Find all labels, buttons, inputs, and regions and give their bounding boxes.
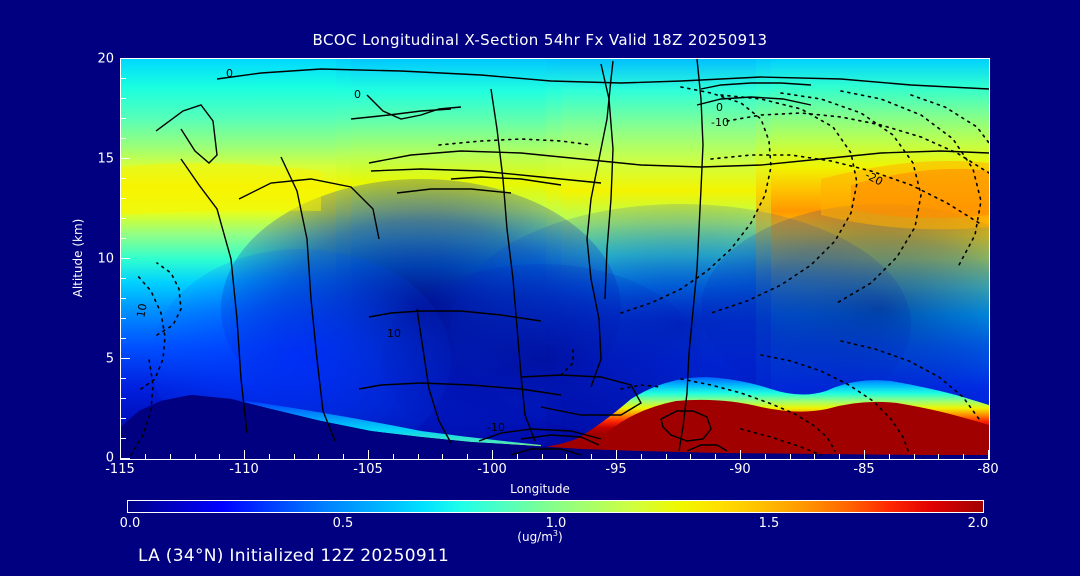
x-minor-tick — [269, 454, 270, 459]
x-axis-tick--80: -80 — [977, 462, 999, 477]
x-minor-tick — [641, 454, 642, 459]
x-minor-tick — [418, 454, 419, 459]
y-major-tick — [121, 258, 130, 259]
x-major-tick — [616, 450, 617, 459]
x-minor-tick — [715, 454, 716, 459]
x-axis-tick--110: -110 — [229, 462, 259, 477]
x-axis-tick--105: -105 — [353, 462, 383, 477]
y-major-tick — [121, 58, 130, 59]
contour-label: 0 — [226, 67, 233, 80]
figure-caption: LA (34°N) Initialized 12Z 20250911 — [138, 546, 450, 566]
x-major-tick — [740, 450, 741, 459]
colorbar-units-close: ) — [558, 530, 563, 544]
contour-lines-dashed — [130, 86, 989, 456]
y-minor-tick — [121, 238, 126, 239]
colorbar-units-exponent: 3 — [552, 529, 559, 538]
x-axis-label: Longitude — [510, 482, 570, 496]
x-minor-tick — [517, 454, 518, 459]
x-minor-tick — [839, 454, 840, 459]
y-minor-tick — [121, 178, 126, 179]
cross-section-plot: 0 0 0 -10 -20 10 10 -10 — [120, 58, 990, 460]
y-axis-label: Altitude (km) — [71, 218, 85, 298]
x-minor-tick — [938, 454, 939, 459]
y-minor-tick — [121, 78, 126, 79]
y-axis-tick-10: 10 — [97, 251, 114, 267]
y-minor-tick — [121, 218, 126, 219]
colorbar-tick-2.0: 2.0 — [967, 516, 989, 531]
x-minor-tick — [145, 454, 146, 459]
x-major-tick — [864, 450, 865, 459]
contour-label: 10 — [387, 327, 401, 340]
x-minor-tick — [393, 454, 394, 459]
y-minor-tick — [121, 298, 126, 299]
x-minor-tick — [294, 454, 295, 459]
x-axis-tick--115: -115 — [105, 462, 135, 477]
x-major-tick — [244, 450, 245, 459]
x-minor-tick — [343, 454, 344, 459]
y-minor-tick — [121, 438, 126, 439]
y-minor-tick — [121, 418, 126, 419]
x-minor-tick — [566, 454, 567, 459]
x-minor-tick — [690, 454, 691, 459]
x-major-tick — [492, 450, 493, 459]
y-major-tick — [121, 358, 130, 359]
x-minor-tick — [666, 454, 667, 459]
x-minor-tick — [963, 454, 964, 459]
contour-label: -10 — [711, 116, 729, 129]
y-axis-tick-20: 20 — [97, 51, 114, 67]
y-minor-tick — [121, 198, 126, 199]
concentration-field — [121, 59, 989, 459]
contour-label: 10 — [134, 302, 150, 319]
y-axis-tick-5: 5 — [105, 351, 114, 367]
x-minor-tick — [889, 454, 890, 459]
page-title: BCOC Longitudinal X-Section 54hr Fx Vali… — [312, 31, 768, 49]
colorbar-units: (ug/m3) — [0, 529, 1080, 544]
x-major-tick — [988, 450, 989, 459]
x-minor-tick — [318, 454, 319, 459]
x-axis-tick--95: -95 — [605, 462, 627, 477]
x-axis-tick--100: -100 — [477, 462, 507, 477]
colorbar — [127, 500, 984, 513]
x-minor-tick — [467, 454, 468, 459]
x-minor-tick — [914, 454, 915, 459]
x-major-tick — [120, 450, 121, 459]
x-minor-tick — [591, 454, 592, 459]
y-minor-tick — [121, 378, 126, 379]
colorbar-tick-0.5: 0.5 — [332, 516, 354, 531]
y-minor-tick — [121, 398, 126, 399]
x-major-tick — [368, 450, 369, 459]
contour-label: 0 — [354, 88, 361, 101]
y-axis-tick-0: 0 — [105, 450, 114, 466]
y-minor-tick — [121, 118, 126, 119]
x-minor-tick — [170, 454, 171, 459]
y-minor-tick — [121, 318, 126, 319]
x-axis-tick--90: -90 — [729, 462, 751, 477]
colorbar-tick-0: 0.0 — [119, 516, 141, 531]
colorbar-units-open: (ug/m — [517, 530, 553, 544]
y-axis-tick-15: 15 — [97, 151, 114, 167]
contour-label: 0 — [716, 101, 723, 114]
x-minor-tick — [814, 454, 815, 459]
x-minor-tick — [219, 454, 220, 459]
y-minor-tick — [121, 338, 126, 339]
y-minor-tick — [121, 138, 126, 139]
x-axis-tick--85: -85 — [853, 462, 875, 477]
colorbar-tick-1.5: 1.5 — [758, 516, 780, 531]
y-minor-tick — [121, 278, 126, 279]
y-major-tick — [121, 158, 130, 159]
colorbar-tick-1.0: 1.0 — [545, 516, 567, 531]
contour-label: -10 — [487, 421, 505, 434]
y-minor-tick — [121, 98, 126, 99]
x-minor-tick — [195, 454, 196, 459]
y-major-tick — [121, 458, 130, 459]
contour-lines-solid — [155, 59, 989, 456]
x-minor-tick — [765, 454, 766, 459]
x-minor-tick — [442, 454, 443, 459]
x-minor-tick — [542, 454, 543, 459]
x-minor-tick — [790, 454, 791, 459]
